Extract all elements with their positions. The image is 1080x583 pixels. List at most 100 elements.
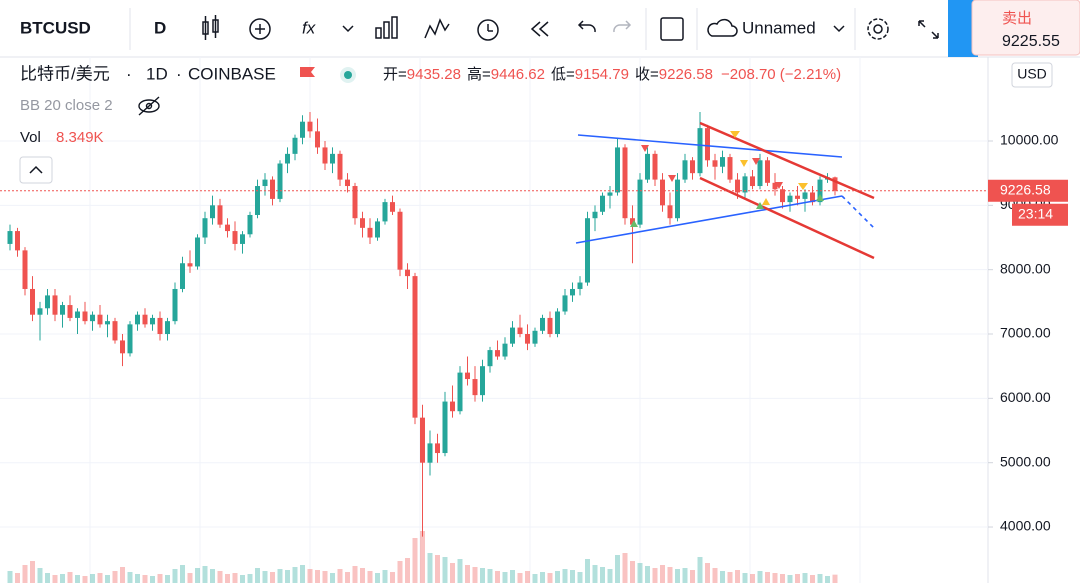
trend-line[interactable] (577, 134, 843, 158)
candle-body (247, 214, 253, 235)
volume-value: 8.349K (56, 129, 104, 146)
candle-body (67, 305, 73, 318)
volume-bar (547, 573, 553, 583)
volume-bar (60, 574, 65, 583)
volume-bar (142, 575, 148, 583)
templates-icon[interactable] (424, 18, 450, 39)
legend-interval: 1D (146, 64, 168, 83)
volume-bar (67, 572, 73, 583)
candle-body (75, 311, 80, 318)
volume-bar (465, 565, 470, 583)
volume-bar (382, 570, 388, 583)
candle-body (427, 443, 433, 463)
y-tick-label: 10000.00 (1000, 132, 1059, 148)
indicators-button[interactable]: fx (302, 18, 316, 37)
replay-icon[interactable] (530, 21, 549, 37)
volume-bar (90, 574, 95, 583)
volume-bar (127, 572, 133, 583)
dropdown-arrow[interactable] (833, 25, 845, 33)
volume-bar (277, 569, 283, 583)
volume-bar (795, 574, 800, 583)
volume-bar (645, 566, 650, 583)
volume-bar (315, 570, 320, 583)
fullscreen-icon[interactable] (660, 17, 684, 41)
volume-bar (765, 572, 770, 583)
volume-bar (225, 574, 230, 583)
collapse-arrow (29, 165, 43, 174)
alert-icon[interactable] (477, 19, 499, 41)
volume-bar (525, 571, 530, 583)
volume-bar (150, 576, 155, 583)
volume-bar (322, 571, 328, 583)
volume-bar (37, 568, 43, 583)
candle-body (277, 163, 283, 199)
candle-body (465, 372, 470, 380)
trend-line[interactable] (575, 195, 843, 244)
candle-body (495, 350, 500, 357)
symbol[interactable]: BTCUSD (20, 18, 91, 37)
change-value: −208.70 (−2.21%) (721, 66, 841, 83)
compare-icon[interactable] (375, 16, 398, 39)
currency-box[interactable] (1011, 62, 1053, 88)
volume-bar (652, 568, 658, 583)
volume-bar (682, 568, 688, 583)
interval-button[interactable]: D (154, 18, 166, 37)
volume-bar (735, 570, 740, 583)
volume-bar (435, 555, 440, 583)
candle-body (667, 205, 673, 219)
redo-icon[interactable] (613, 20, 632, 33)
volume-bar (285, 570, 290, 583)
currency: USD (1017, 66, 1047, 82)
candle-body (7, 231, 13, 244)
candle-body (127, 324, 133, 354)
candle-body (645, 153, 650, 180)
trend-line[interactable] (841, 195, 876, 230)
bar-style-icon[interactable] (202, 15, 219, 40)
volume-bar (712, 568, 718, 583)
sell-button[interactable] (971, 0, 1080, 56)
volume-bar (487, 569, 493, 583)
volume-bar (720, 571, 725, 583)
volume-bar (397, 561, 403, 583)
candle-body (390, 202, 395, 212)
candle-body (765, 160, 770, 183)
volume-bar (375, 573, 380, 583)
candle-body (517, 327, 523, 335)
channel-line[interactable] (699, 121, 875, 200)
drawings[interactable] (575, 121, 876, 260)
volume-bar (607, 569, 613, 583)
candle-body (637, 179, 643, 225)
candle-body (525, 334, 530, 344)
volume-bar (825, 576, 830, 583)
volume-bar (420, 531, 425, 583)
volume-bar (165, 575, 170, 583)
volume-bar (120, 567, 125, 583)
channel-line[interactable] (699, 176, 875, 260)
exchange: COINBASE (188, 64, 276, 83)
layout-name[interactable]: Unnamed (742, 18, 816, 37)
add-icon[interactable] (249, 18, 271, 40)
candle-body (180, 263, 185, 289)
last-price-label: 9226.58 (1000, 181, 1051, 197)
volume-bar (750, 574, 755, 583)
volume-bar (472, 567, 478, 583)
volume-bar (637, 563, 643, 583)
volume-bar (210, 569, 215, 583)
candle-body (742, 176, 748, 193)
candle-body (727, 157, 733, 180)
dropdown-arrow[interactable] (342, 25, 354, 33)
y-tick-label: 6000.00 (1000, 389, 1051, 405)
candle-body (772, 182, 778, 190)
flag-icon[interactable] (300, 67, 315, 77)
hidden-icon[interactable] (138, 96, 160, 116)
undo-icon[interactable] (577, 20, 596, 33)
volume-bar (135, 574, 140, 583)
expand-icon[interactable] (918, 20, 939, 39)
volume-bar (52, 575, 58, 583)
settings-icon[interactable] (867, 18, 889, 40)
y-tick-label: 5000.00 (1000, 453, 1051, 469)
collapse-button[interactable] (19, 156, 53, 184)
cloud-icon[interactable] (707, 18, 738, 37)
volume-bar (75, 575, 80, 583)
